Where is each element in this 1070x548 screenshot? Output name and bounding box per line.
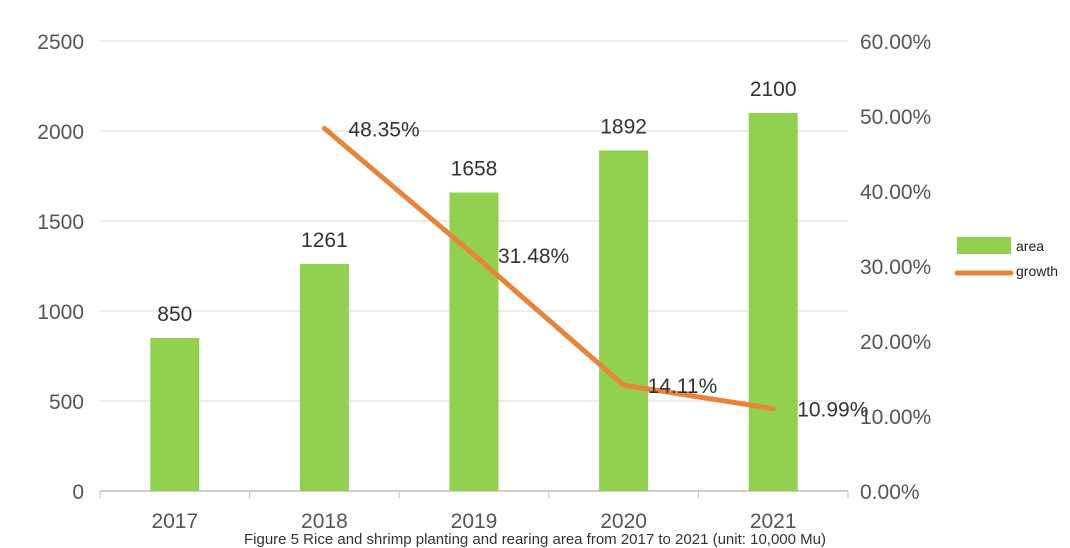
area-bar [599, 150, 649, 491]
right-axis-tick-label: 20.00% [860, 331, 931, 354]
x-axis-tick-label: 2019 [451, 510, 498, 533]
area-data-label: 1892 [600, 115, 647, 138]
area-bar [150, 338, 200, 491]
left-axis-tick-label: 1000 [37, 301, 84, 324]
growth-line [321, 125, 776, 412]
growth-line-group [321, 125, 776, 412]
area-data-label: 850 [157, 303, 192, 326]
left-axis-tick-label: 2500 [37, 31, 84, 54]
right-axis-tick-label: 0.00% [860, 481, 920, 504]
right-axis-ticks: 0.00% 10.00% 20.00% 30.00% 40.00% 50.00% 60.00… [860, 31, 931, 504]
right-axis-tick-label: 50.00% [860, 106, 931, 129]
area-data-label: 1658 [451, 158, 498, 181]
x-axis-ticks: 2017 2018 2019 2020 2021 [151, 510, 796, 533]
area-bar [748, 113, 798, 491]
legend-growth-label: growth [1016, 263, 1058, 279]
x-axis-tick-label: 2018 [301, 510, 348, 533]
x-axis-tick-label: 2021 [750, 510, 797, 533]
left-axis-ticks: 0 500 1000 1500 2000 2500 [37, 31, 84, 504]
left-axis-tick-label: 500 [49, 391, 84, 414]
right-axis-tick-label: 30.00% [860, 256, 931, 279]
area-data-label: 1261 [301, 229, 348, 252]
area-data-label: 2100 [750, 78, 797, 101]
x-axis-tick-label: 2017 [151, 510, 198, 533]
legend-area-label: area [1016, 238, 1044, 254]
right-axis-tick-label: 10.00% [860, 406, 931, 429]
figure-caption: Figure 5 Rice and shrimp planting and re… [243, 531, 826, 548]
right-axis-tick-label: 60.00% [860, 31, 931, 54]
legend: area growth [954, 237, 1058, 279]
right-axis-tick-label: 40.00% [860, 181, 931, 204]
growth-data-label: 48.35% [348, 118, 419, 141]
legend-area-swatch [957, 237, 1011, 254]
growth-data-label: 10.99% [797, 399, 868, 422]
area-bar [299, 264, 349, 491]
area-bars [150, 113, 798, 491]
x-axis-tick-label: 2020 [600, 510, 647, 533]
growth-data-label: 31.48% [498, 245, 569, 268]
left-axis-tick-label: 2000 [37, 121, 84, 144]
data-labels: 850 1261 1658 1892 2100 48.35% 31.48% 14.11% 10.… [157, 78, 868, 422]
left-axis-tick-label: 0 [72, 481, 84, 504]
growth-data-label: 14.11% [648, 375, 718, 398]
left-axis-tick-label: 1500 [37, 211, 84, 234]
